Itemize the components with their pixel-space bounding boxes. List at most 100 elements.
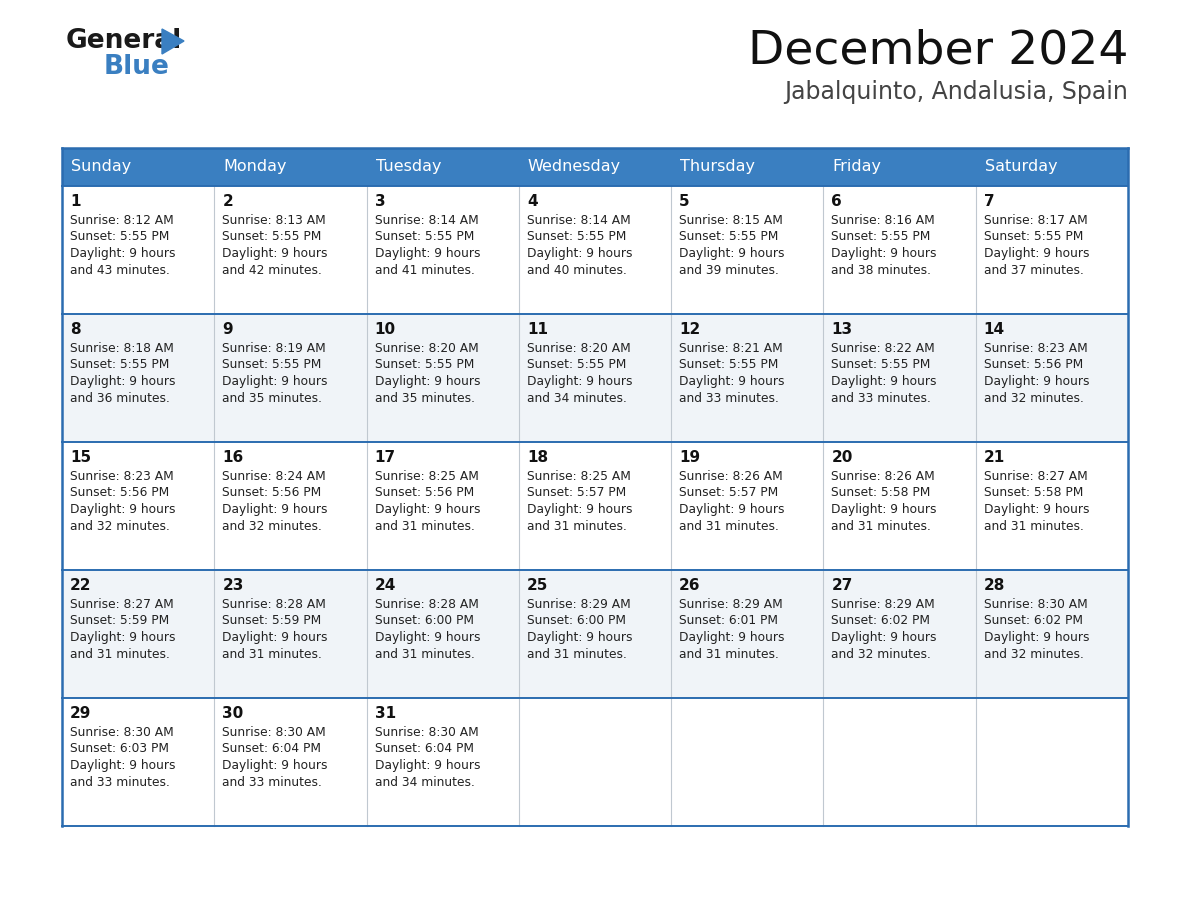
Text: Sunset: 6:04 PM: Sunset: 6:04 PM <box>374 743 474 756</box>
Text: Sunday: Sunday <box>71 160 131 174</box>
Text: 26: 26 <box>680 578 701 593</box>
Text: 10: 10 <box>374 322 396 337</box>
Text: Daylight: 9 hours: Daylight: 9 hours <box>374 503 480 516</box>
Text: 25: 25 <box>526 578 548 593</box>
Text: Sunset: 5:57 PM: Sunset: 5:57 PM <box>680 487 778 499</box>
Text: and 42 minutes.: and 42 minutes. <box>222 263 322 276</box>
Text: Sunrise: 8:18 AM: Sunrise: 8:18 AM <box>70 342 173 355</box>
Text: Sunrise: 8:30 AM: Sunrise: 8:30 AM <box>222 726 326 739</box>
Text: Sunset: 5:55 PM: Sunset: 5:55 PM <box>222 230 322 243</box>
Text: and 31 minutes.: and 31 minutes. <box>984 520 1083 532</box>
Text: and 31 minutes.: and 31 minutes. <box>526 520 627 532</box>
Text: Daylight: 9 hours: Daylight: 9 hours <box>832 375 937 388</box>
Text: Sunset: 6:04 PM: Sunset: 6:04 PM <box>222 743 321 756</box>
Text: Sunrise: 8:26 AM: Sunrise: 8:26 AM <box>832 470 935 483</box>
Text: Daylight: 9 hours: Daylight: 9 hours <box>70 375 176 388</box>
Text: Daylight: 9 hours: Daylight: 9 hours <box>680 631 784 644</box>
Text: Daylight: 9 hours: Daylight: 9 hours <box>70 759 176 772</box>
Text: Sunrise: 8:23 AM: Sunrise: 8:23 AM <box>984 342 1087 355</box>
Text: Sunrise: 8:28 AM: Sunrise: 8:28 AM <box>222 598 327 611</box>
Text: and 31 minutes.: and 31 minutes. <box>374 647 474 660</box>
Text: and 33 minutes.: and 33 minutes. <box>222 776 322 789</box>
Text: Sunset: 5:56 PM: Sunset: 5:56 PM <box>70 487 169 499</box>
Text: and 33 minutes.: and 33 minutes. <box>832 391 931 405</box>
Text: and 33 minutes.: and 33 minutes. <box>70 776 170 789</box>
Text: and 31 minutes.: and 31 minutes. <box>526 647 627 660</box>
Text: Sunrise: 8:25 AM: Sunrise: 8:25 AM <box>526 470 631 483</box>
Text: Tuesday: Tuesday <box>375 160 441 174</box>
Text: 1: 1 <box>70 194 81 209</box>
Text: and 31 minutes.: and 31 minutes. <box>680 647 779 660</box>
Text: 17: 17 <box>374 450 396 465</box>
Text: Sunrise: 8:13 AM: Sunrise: 8:13 AM <box>222 214 326 227</box>
Text: 21: 21 <box>984 450 1005 465</box>
Text: and 38 minutes.: and 38 minutes. <box>832 263 931 276</box>
Text: and 31 minutes.: and 31 minutes. <box>832 520 931 532</box>
Text: 27: 27 <box>832 578 853 593</box>
Text: 8: 8 <box>70 322 81 337</box>
Text: and 32 minutes.: and 32 minutes. <box>832 647 931 660</box>
Text: 15: 15 <box>70 450 91 465</box>
Text: Daylight: 9 hours: Daylight: 9 hours <box>680 247 784 260</box>
Text: Sunrise: 8:21 AM: Sunrise: 8:21 AM <box>680 342 783 355</box>
Text: 23: 23 <box>222 578 244 593</box>
Text: 22: 22 <box>70 578 91 593</box>
Text: and 37 minutes.: and 37 minutes. <box>984 263 1083 276</box>
Text: Sunrise: 8:30 AM: Sunrise: 8:30 AM <box>374 726 479 739</box>
Text: Sunset: 5:55 PM: Sunset: 5:55 PM <box>832 359 931 372</box>
Text: Daylight: 9 hours: Daylight: 9 hours <box>984 631 1089 644</box>
Text: and 32 minutes.: and 32 minutes. <box>984 647 1083 660</box>
Text: 6: 6 <box>832 194 842 209</box>
Text: Sunset: 5:55 PM: Sunset: 5:55 PM <box>70 230 170 243</box>
Text: Friday: Friday <box>833 160 881 174</box>
Text: Daylight: 9 hours: Daylight: 9 hours <box>680 375 784 388</box>
Text: Sunset: 5:55 PM: Sunset: 5:55 PM <box>832 230 931 243</box>
Text: Sunrise: 8:19 AM: Sunrise: 8:19 AM <box>222 342 326 355</box>
Text: Daylight: 9 hours: Daylight: 9 hours <box>222 503 328 516</box>
Text: Sunset: 6:00 PM: Sunset: 6:00 PM <box>526 614 626 628</box>
Text: Sunrise: 8:15 AM: Sunrise: 8:15 AM <box>680 214 783 227</box>
Text: Daylight: 9 hours: Daylight: 9 hours <box>526 631 632 644</box>
Text: 3: 3 <box>374 194 385 209</box>
Text: Daylight: 9 hours: Daylight: 9 hours <box>374 759 480 772</box>
Text: 24: 24 <box>374 578 396 593</box>
Text: Daylight: 9 hours: Daylight: 9 hours <box>832 247 937 260</box>
Polygon shape <box>162 29 184 54</box>
Text: Sunset: 6:02 PM: Sunset: 6:02 PM <box>984 614 1082 628</box>
Text: Sunset: 5:58 PM: Sunset: 5:58 PM <box>832 487 931 499</box>
Text: Daylight: 9 hours: Daylight: 9 hours <box>984 503 1089 516</box>
Text: Sunrise: 8:26 AM: Sunrise: 8:26 AM <box>680 470 783 483</box>
Text: 7: 7 <box>984 194 994 209</box>
Text: Daylight: 9 hours: Daylight: 9 hours <box>832 631 937 644</box>
Text: 16: 16 <box>222 450 244 465</box>
Text: Sunset: 5:55 PM: Sunset: 5:55 PM <box>526 230 626 243</box>
Text: Sunrise: 8:28 AM: Sunrise: 8:28 AM <box>374 598 479 611</box>
Text: 28: 28 <box>984 578 1005 593</box>
Text: and 31 minutes.: and 31 minutes. <box>374 520 474 532</box>
Text: Monday: Monday <box>223 160 286 174</box>
Text: General: General <box>67 28 182 54</box>
Bar <box>62 442 1127 570</box>
Text: 12: 12 <box>680 322 701 337</box>
Text: Sunset: 5:55 PM: Sunset: 5:55 PM <box>374 359 474 372</box>
Text: Sunset: 5:55 PM: Sunset: 5:55 PM <box>70 359 170 372</box>
Text: Sunrise: 8:29 AM: Sunrise: 8:29 AM <box>832 598 935 611</box>
Text: Sunrise: 8:24 AM: Sunrise: 8:24 AM <box>222 470 326 483</box>
Text: Sunset: 5:55 PM: Sunset: 5:55 PM <box>984 230 1083 243</box>
Text: Wednesday: Wednesday <box>527 160 621 174</box>
Text: Sunset: 6:00 PM: Sunset: 6:00 PM <box>374 614 474 628</box>
Text: Daylight: 9 hours: Daylight: 9 hours <box>984 375 1089 388</box>
Text: 9: 9 <box>222 322 233 337</box>
Text: Daylight: 9 hours: Daylight: 9 hours <box>526 503 632 516</box>
Text: and 35 minutes.: and 35 minutes. <box>374 391 474 405</box>
Text: Sunset: 5:55 PM: Sunset: 5:55 PM <box>374 230 474 243</box>
Text: Sunset: 5:59 PM: Sunset: 5:59 PM <box>70 614 169 628</box>
Text: 11: 11 <box>526 322 548 337</box>
Text: Daylight: 9 hours: Daylight: 9 hours <box>222 375 328 388</box>
Text: Sunrise: 8:30 AM: Sunrise: 8:30 AM <box>70 726 173 739</box>
Text: Sunset: 5:55 PM: Sunset: 5:55 PM <box>680 230 778 243</box>
Text: Daylight: 9 hours: Daylight: 9 hours <box>70 503 176 516</box>
Text: Sunrise: 8:17 AM: Sunrise: 8:17 AM <box>984 214 1087 227</box>
Text: and 43 minutes.: and 43 minutes. <box>70 263 170 276</box>
Text: Sunrise: 8:14 AM: Sunrise: 8:14 AM <box>374 214 479 227</box>
